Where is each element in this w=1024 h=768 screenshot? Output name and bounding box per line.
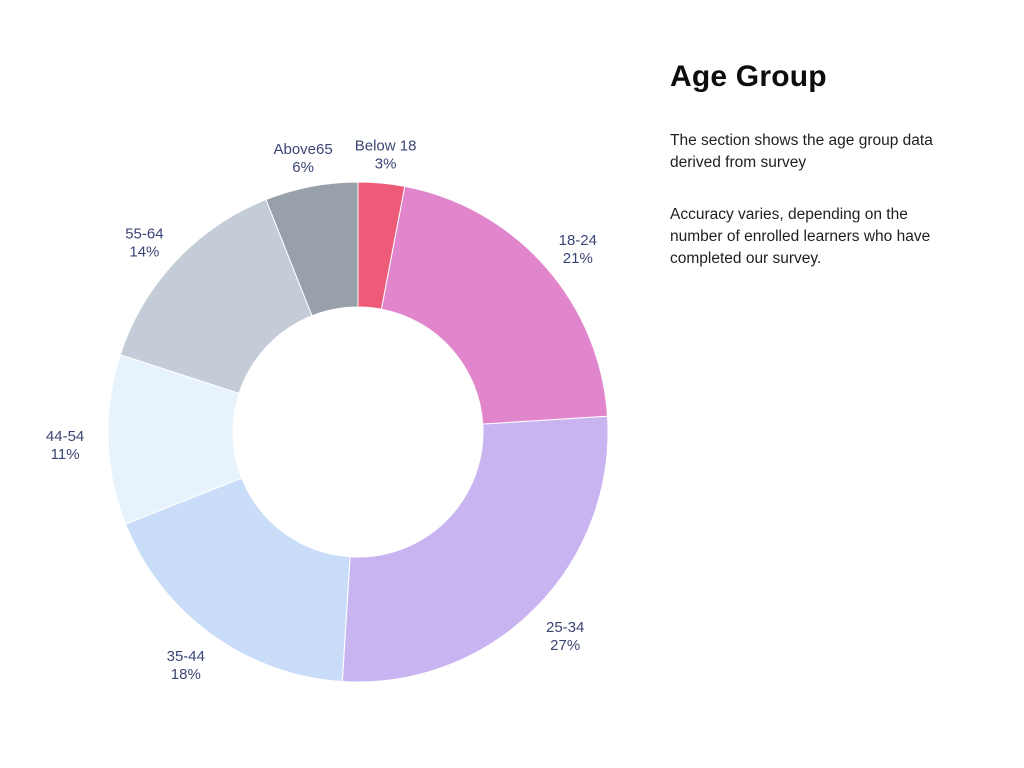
description-panel: Age Group The section shows the age grou… [670,60,970,300]
slice-label-25-34: 25-34 27% [546,619,584,654]
slice-label-44-54: 44-54 11% [46,428,84,463]
donut-slice-35-44 [124,477,351,683]
donut-slice-above65 [265,181,359,317]
slice-label-above65: Above65 6% [273,141,332,176]
donut-slice-25-34 [341,415,609,683]
slice-label-55-64: 55-64 14% [125,225,163,260]
accuracy-note: Accuracy varies, depending on the number… [670,206,931,267]
donut-slice-55-64 [119,198,313,394]
slice-label-below-18: Below 18 3% [355,137,417,172]
donut-slice-18-24 [380,185,609,425]
slice-label-35-44: 35-44 18% [167,648,205,683]
page-title: Age Group [670,60,827,93]
slice-label-18-24: 18-24 21% [559,232,597,267]
description-text: The section shows the age group data der… [670,132,933,171]
